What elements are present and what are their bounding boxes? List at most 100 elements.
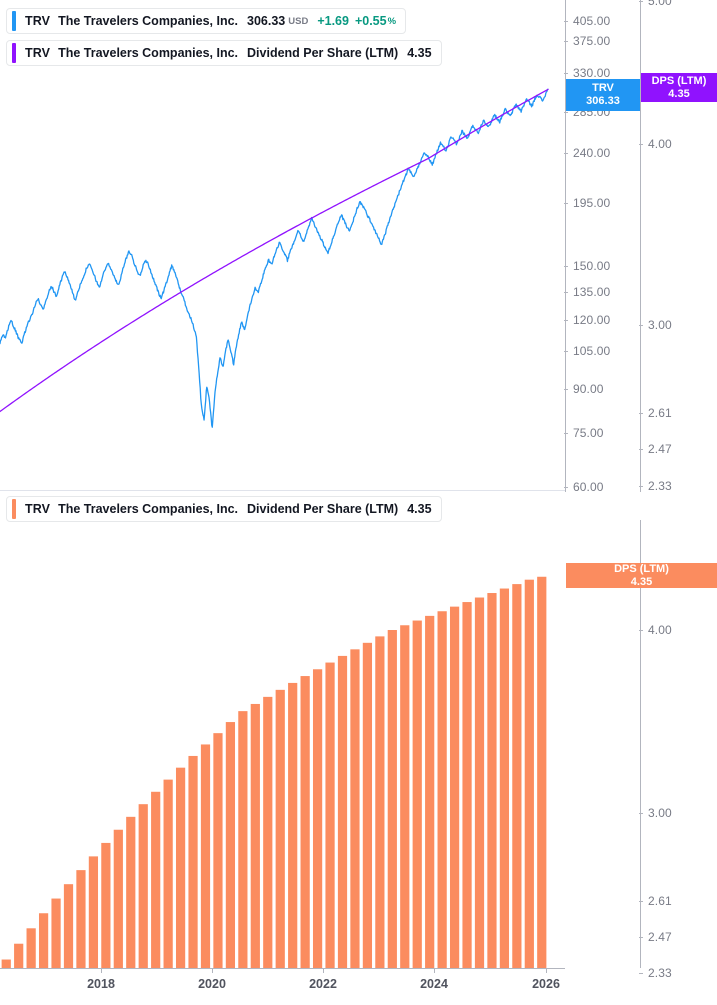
axis-tick: 4.00 [639,623,672,637]
dps-bar[interactable] [375,636,385,968]
dps-bar[interactable] [524,579,534,968]
dps-bar[interactable] [400,625,410,968]
time-axis-line [0,968,565,969]
axis-tick: 75.00 [564,426,604,440]
dps-bar[interactable] [300,676,310,968]
axis-tick-label: 4.00 [648,137,672,151]
axis-tick-dash [639,485,643,487]
axis-tick-dash [639,812,643,814]
time-axis-label: 2022 [309,977,337,991]
dps-bar[interactable] [474,597,485,968]
dps-bar[interactable] [101,842,111,968]
legend-dps-panel-value: 4.35 [407,502,432,516]
dps-bar[interactable] [63,884,74,968]
axis-tick: 3.00 [639,318,672,332]
axis-tick-label: 4.00 [648,623,672,637]
axis-tick-dash [564,388,568,390]
axis-tick: 195.00 [564,196,610,210]
axis-tick-dash [564,202,568,204]
axis-tick-dash [639,143,643,145]
dps-bar[interactable] [325,662,335,968]
dps-bar[interactable] [213,733,223,968]
dps-bar[interactable] [1,959,11,968]
price-chart-pane[interactable] [0,0,565,492]
axis-tick-label: 2.47 [648,442,672,456]
dps-bar[interactable] [88,856,99,968]
axis-tick: 2.47 [639,442,672,456]
legend-price-color-swatch [12,11,16,31]
axis-tick: 135.00 [564,285,610,299]
time-axis-tick [546,968,547,973]
legend-dps-panel[interactable]: TRV The Travelers Companies, Inc. Divide… [6,496,442,522]
dps-bar[interactable] [412,620,422,968]
legend-dps-panel-ticker: TRV [25,502,51,516]
dps-chart-pane[interactable] [0,520,565,969]
dps-bar[interactable] [449,606,460,968]
dps-bar[interactable] [113,829,123,968]
dps-bar[interactable] [437,611,447,968]
axis-tick-label: 135.00 [573,285,611,299]
axis-tick-label: 3.00 [648,806,672,820]
dps-chart-svg [1,576,547,968]
dps-value-badge-bottom[interactable]: DPS (LTM) 4.35 [566,563,717,588]
dps-bar[interactable] [151,791,161,968]
legend-dps-overlay-value: 4.35 [407,46,432,60]
time-axis-tick [434,968,435,973]
axis-tick-dash [639,324,643,326]
dps-bar[interactable] [288,682,298,968]
dps-bar[interactable] [126,816,136,968]
dps-bar[interactable] [163,779,173,968]
dps-value-badge-top[interactable]: DPS (LTM) 4.35 [641,73,717,102]
dps-bar[interactable] [250,703,260,968]
dps-bar[interactable] [362,642,373,968]
axis-tick: 2.47 [639,930,672,944]
dps-bar[interactable] [200,744,211,968]
dps-bar[interactable] [26,928,36,968]
dps-bar[interactable] [188,755,198,968]
axis-tick-dash [564,319,568,321]
axis-tick-dash [564,20,568,22]
axis-tick: 2.61 [639,894,672,908]
time-axis-tick [212,968,213,973]
dps-bar[interactable] [312,669,323,968]
axis-tick-label: 5.00 [648,0,672,8]
dps-bar[interactable] [462,602,472,968]
dps-bar[interactable] [138,804,148,968]
axis-tick-dash [564,291,568,293]
axis-tick-label: 120.00 [573,313,611,327]
dps-bar[interactable] [425,615,435,968]
legend-dps-overlay[interactable]: TRV The Travelers Companies, Inc. Divide… [6,40,442,66]
dps-bar[interactable] [238,711,248,968]
dps-bar[interactable] [512,584,522,968]
dps-bar[interactable] [350,649,360,968]
dps-bar[interactable] [38,913,49,968]
dps-bar[interactable] [225,722,236,968]
dps-bar[interactable] [14,943,24,968]
dps-overlay-line-series [0,88,549,413]
dps-bar[interactable] [499,588,510,968]
axis-tick-dash [564,432,568,434]
axis-tick-dash [564,111,568,113]
dps-bar-series [1,576,547,968]
dps-bar[interactable] [51,898,61,968]
axis-tick-label: 2.33 [648,966,672,980]
dps-bar[interactable] [487,593,497,968]
axis-tick-label: 150.00 [573,259,611,273]
dps-bar[interactable] [337,655,348,968]
axis-tick: 150.00 [564,259,610,273]
axis-tick-dash [564,40,568,42]
axis-tick: 120.00 [564,313,610,327]
axis-tick-label: 3.00 [648,318,672,332]
legend-price-percent-symbol: % [387,15,397,27]
price-badge-value: 306.33 [586,95,620,107]
legend-price[interactable]: TRV The Travelers Companies, Inc. 306.33… [6,8,407,34]
dps-bar[interactable] [76,870,86,968]
dps-bottom-badge-title: DPS (LTM) [614,562,669,575]
dps-bar[interactable] [263,696,273,968]
dps-bar[interactable] [537,576,547,968]
price-value-badge[interactable]: TRV 306.33 [566,79,640,111]
dps-bar[interactable] [275,689,285,968]
dps-bar[interactable] [387,630,397,968]
dps-bar[interactable] [175,767,186,968]
